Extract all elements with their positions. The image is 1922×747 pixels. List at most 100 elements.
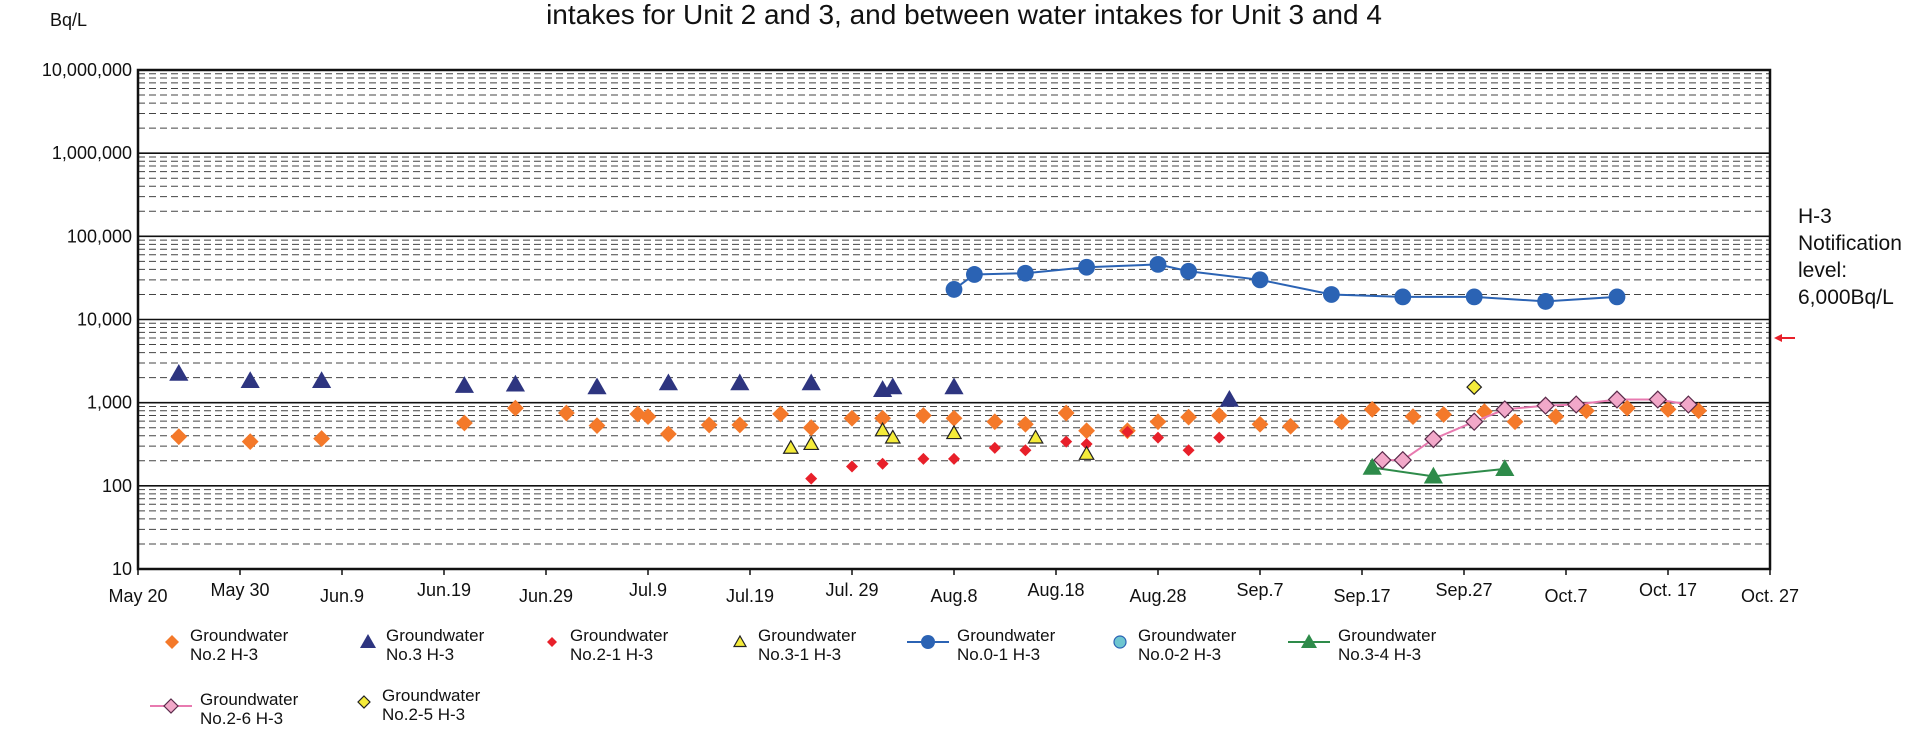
point bbox=[1679, 395, 1698, 414]
y-tick-label: 10,000 bbox=[77, 310, 132, 330]
notification-arrowhead bbox=[1774, 333, 1782, 342]
point bbox=[1080, 438, 1093, 451]
legend-item: Groundwater No.3-1 H-3 bbox=[728, 626, 856, 664]
point bbox=[1648, 390, 1668, 409]
point bbox=[1506, 413, 1524, 431]
legend-swatch bbox=[360, 634, 376, 648]
legend-label: Groundwater No.3-1 H-3 bbox=[758, 626, 857, 664]
point bbox=[1536, 396, 1555, 415]
x-tick-label: Sep.17 bbox=[1333, 586, 1390, 606]
point bbox=[1566, 395, 1586, 414]
point bbox=[1121, 425, 1134, 438]
x-tick-label: May 20 bbox=[108, 586, 167, 606]
legend-label: Groundwater No.2 H-3 bbox=[190, 626, 289, 664]
legend-label: Groundwater No.0-1 H-3 bbox=[957, 626, 1056, 664]
legend-item: Groundwater No.0-1 H-3 bbox=[905, 626, 1055, 664]
point bbox=[1251, 271, 1269, 289]
point bbox=[1495, 400, 1515, 419]
point bbox=[945, 424, 963, 440]
notification-label: Notification bbox=[1798, 232, 1902, 255]
point bbox=[843, 409, 861, 427]
point bbox=[1659, 400, 1677, 418]
legend-swatch bbox=[907, 635, 949, 649]
x-tick-label: Oct. 27 bbox=[1741, 586, 1799, 606]
point bbox=[1078, 258, 1095, 276]
point bbox=[639, 408, 657, 425]
point bbox=[874, 421, 891, 437]
marker bbox=[1301, 634, 1317, 648]
point bbox=[1476, 403, 1493, 421]
point bbox=[883, 377, 903, 395]
point bbox=[874, 409, 891, 427]
point bbox=[1394, 288, 1412, 306]
point bbox=[988, 441, 1001, 454]
point bbox=[1251, 415, 1269, 433]
point bbox=[1495, 459, 1515, 477]
y-tick-label: 100 bbox=[102, 476, 132, 496]
point bbox=[1149, 413, 1167, 431]
legend-label: Groundwater No.2-5 H-3 bbox=[382, 686, 481, 724]
legend-item: Groundwater No.3-4 H-3 bbox=[1286, 626, 1436, 664]
x-tick-label: Jun.9 bbox=[320, 586, 364, 606]
point bbox=[1465, 288, 1483, 306]
point bbox=[1078, 422, 1095, 440]
legend-label: Groundwater No.3 H-3 bbox=[386, 626, 485, 664]
legend-swatch bbox=[165, 635, 179, 649]
point bbox=[1618, 399, 1636, 417]
legend-label: Groundwater No.2-1 H-3 bbox=[570, 626, 669, 664]
point bbox=[558, 404, 575, 422]
legend-swatch bbox=[732, 634, 748, 648]
x-tick-label: Sep.7 bbox=[1236, 580, 1283, 600]
legend-item: Groundwater No.2-5 H-3 bbox=[352, 686, 480, 724]
point bbox=[802, 419, 820, 437]
point bbox=[587, 377, 607, 395]
point bbox=[1027, 429, 1044, 444]
legend-swatch bbox=[1113, 635, 1127, 649]
point bbox=[1219, 389, 1239, 407]
point bbox=[1017, 264, 1034, 282]
point bbox=[801, 373, 821, 391]
point bbox=[945, 409, 963, 427]
series-line bbox=[1382, 398, 1689, 462]
point bbox=[876, 457, 889, 470]
point bbox=[1607, 390, 1627, 409]
point bbox=[944, 377, 964, 395]
point bbox=[1578, 402, 1595, 420]
marker bbox=[547, 637, 557, 647]
y-tick-label: 100,000 bbox=[67, 226, 132, 246]
point bbox=[700, 416, 718, 434]
y-tick-label: 1,000 bbox=[87, 393, 132, 413]
x-tick-label: Aug.18 bbox=[1027, 580, 1084, 600]
point bbox=[1362, 457, 1382, 475]
point bbox=[312, 371, 332, 389]
point bbox=[1152, 431, 1164, 444]
point bbox=[1608, 288, 1626, 306]
point bbox=[1333, 413, 1350, 431]
point bbox=[1149, 255, 1167, 273]
chart-title: intakes for Unit 2 and 3, and between wa… bbox=[546, 0, 1382, 30]
point bbox=[731, 416, 749, 434]
point bbox=[1435, 406, 1452, 423]
y-tick-label: 10 bbox=[112, 559, 132, 579]
point bbox=[1282, 417, 1299, 435]
series bbox=[169, 363, 1239, 407]
series bbox=[945, 255, 1626, 310]
point bbox=[454, 376, 474, 393]
point bbox=[313, 430, 330, 447]
notification-label: H-3 bbox=[1798, 205, 1832, 228]
point bbox=[660, 425, 677, 443]
point bbox=[1060, 435, 1073, 448]
legend-item: Groundwater No.2-6 H-3 bbox=[148, 690, 298, 728]
marker bbox=[360, 634, 376, 648]
x-tick-label: Jun.19 bbox=[417, 580, 471, 600]
point bbox=[805, 472, 818, 485]
point bbox=[1537, 293, 1554, 310]
point bbox=[505, 374, 525, 392]
point bbox=[170, 428, 188, 446]
point bbox=[1547, 408, 1565, 425]
x-tick-label: Aug.28 bbox=[1129, 586, 1186, 606]
x-tick-label: Jun.29 bbox=[519, 586, 573, 606]
legend-swatch bbox=[1288, 634, 1330, 648]
point bbox=[1182, 444, 1195, 457]
